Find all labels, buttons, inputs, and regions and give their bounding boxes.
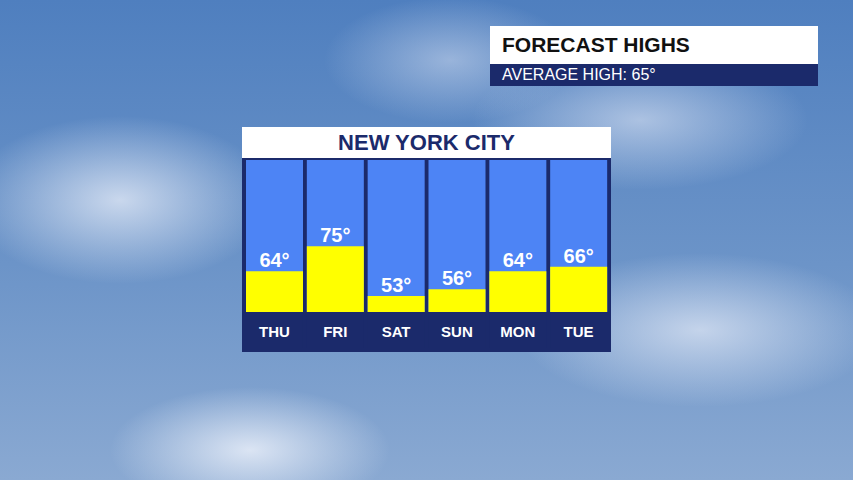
svg-text:64°: 64° xyxy=(259,249,289,271)
html-text:NEW YORK CITY: NEW YORK CITY xyxy=(338,130,515,155)
svg-text:SUN: SUN xyxy=(441,323,473,340)
svg-text:FRI: FRI xyxy=(323,323,347,340)
svg-text:75°: 75° xyxy=(320,224,350,246)
html-text:FORECAST HIGHS: FORECAST HIGHS xyxy=(502,33,690,56)
svg-text:56°: 56° xyxy=(442,267,472,289)
svg-text:MON: MON xyxy=(500,323,535,340)
svg-text:66°: 66° xyxy=(564,245,594,267)
svg-text:53°: 53° xyxy=(381,274,411,296)
svg-text:THU: THU xyxy=(259,323,290,340)
svg-text:SAT: SAT xyxy=(382,323,411,340)
svg-text:TUE: TUE xyxy=(564,323,594,340)
html-text:AVERAGE HIGH: 65°: AVERAGE HIGH: 65° xyxy=(502,66,656,83)
svg-text:64°: 64° xyxy=(503,249,533,271)
